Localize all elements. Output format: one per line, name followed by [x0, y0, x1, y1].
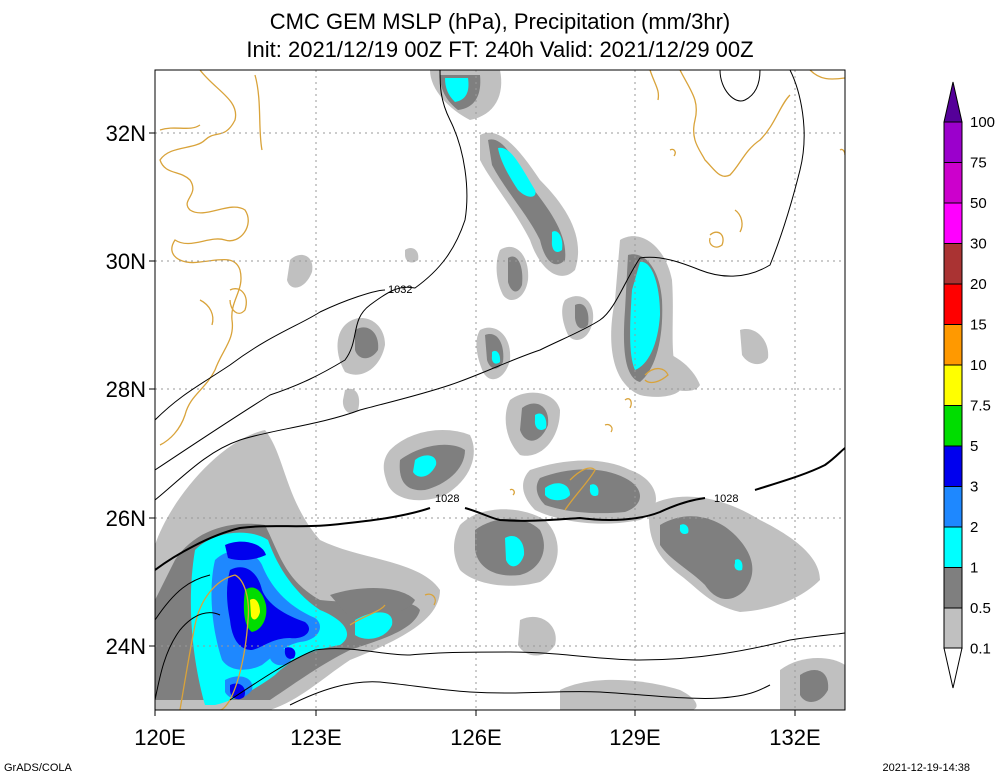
colorbar-cell [943, 405, 963, 447]
isobars-thick [155, 447, 845, 571]
lon-label-123e: 123E [290, 725, 341, 750]
lon-label-126e: 126E [450, 725, 501, 750]
map-frame [154, 69, 846, 711]
colorbar-cell [943, 567, 963, 609]
colorbar-labels: 100 75 50 30 20 15 10 7.5 5 3 2 1 0.5 0.1 [970, 114, 995, 658]
isobar-label-1032: 1032 [388, 284, 412, 296]
lat-label-26n: 26N [106, 506, 146, 531]
lon-label-132e: 132E [769, 725, 820, 750]
colorbar-label: 15 [970, 317, 987, 334]
lat-label-24n: 24N [106, 634, 146, 659]
colorbar-cell [943, 486, 963, 528]
colorbar-label: 20 [970, 276, 987, 293]
lon-labels: 120E 123E 126E 129E 132E [134, 725, 820, 750]
lat-label-32n: 32N [106, 121, 146, 146]
colorbar-cell [943, 243, 963, 285]
colorbar-label: 50 [970, 195, 987, 212]
colorbar-cell [943, 364, 963, 406]
colorbar-cell [943, 162, 963, 204]
colorbar-label: 0.1 [970, 641, 991, 658]
colorbar-label: 75 [970, 155, 987, 172]
colorbar-cell [943, 202, 963, 244]
lon-label-120e: 120E [134, 725, 185, 750]
colorbar-cell [943, 607, 963, 649]
lat-labels: 32N 30N 28N 26N 24N [106, 121, 146, 659]
isobar-labels: 1032 1028 1028 [388, 284, 738, 505]
isobars-thin [155, 70, 845, 706]
colorbar-label: 100 [970, 114, 995, 131]
colorbar: 100 75 50 30 20 15 10 7.5 5 3 2 1 0.5 0.1 [943, 81, 995, 689]
lat-label-28n: 28N [106, 377, 146, 402]
lon-label-129e: 129E [609, 725, 660, 750]
colorbar-label: 2 [970, 519, 978, 536]
colorbar-label: 30 [970, 236, 987, 253]
colorbar-label: 0.5 [970, 600, 991, 617]
coastlines [159, 70, 845, 710]
isobar-label-1028-a: 1028 [435, 493, 459, 505]
isobar-label-1028-b: 1028 [714, 493, 738, 505]
colorbar-label: 5 [970, 438, 978, 455]
axis-ticks [149, 132, 796, 716]
footer-right: 2021-12-19-14:38 [882, 762, 970, 774]
colorbar-label: 1 [970, 560, 978, 577]
precip-yellow [250, 598, 260, 620]
colorbar-label: 10 [970, 357, 987, 374]
colorbar-cell [943, 526, 963, 568]
grid-lines [155, 70, 845, 710]
colorbar-cells [943, 121, 963, 649]
lat-label-30n: 30N [106, 249, 146, 274]
colorbar-bottom-triangle [943, 647, 963, 689]
colorbar-cell [943, 283, 963, 325]
colorbar-cell [943, 324, 963, 366]
map-title: CMC GEM MSLP (hPa), Precipitation (mm/3h… [269, 9, 731, 34]
colorbar-label: 7.5 [970, 398, 991, 415]
colorbar-cell [943, 121, 963, 163]
colorbar-label: 3 [970, 479, 978, 496]
map-area [155, 70, 845, 710]
footer-left: GrADS/COLA [4, 762, 72, 774]
colorbar-cell [943, 445, 963, 487]
map-subtitle: Init: 2021/12/19 00Z FT: 240h Valid: 202… [246, 37, 754, 62]
colorbar-top-triangle [943, 81, 963, 123]
